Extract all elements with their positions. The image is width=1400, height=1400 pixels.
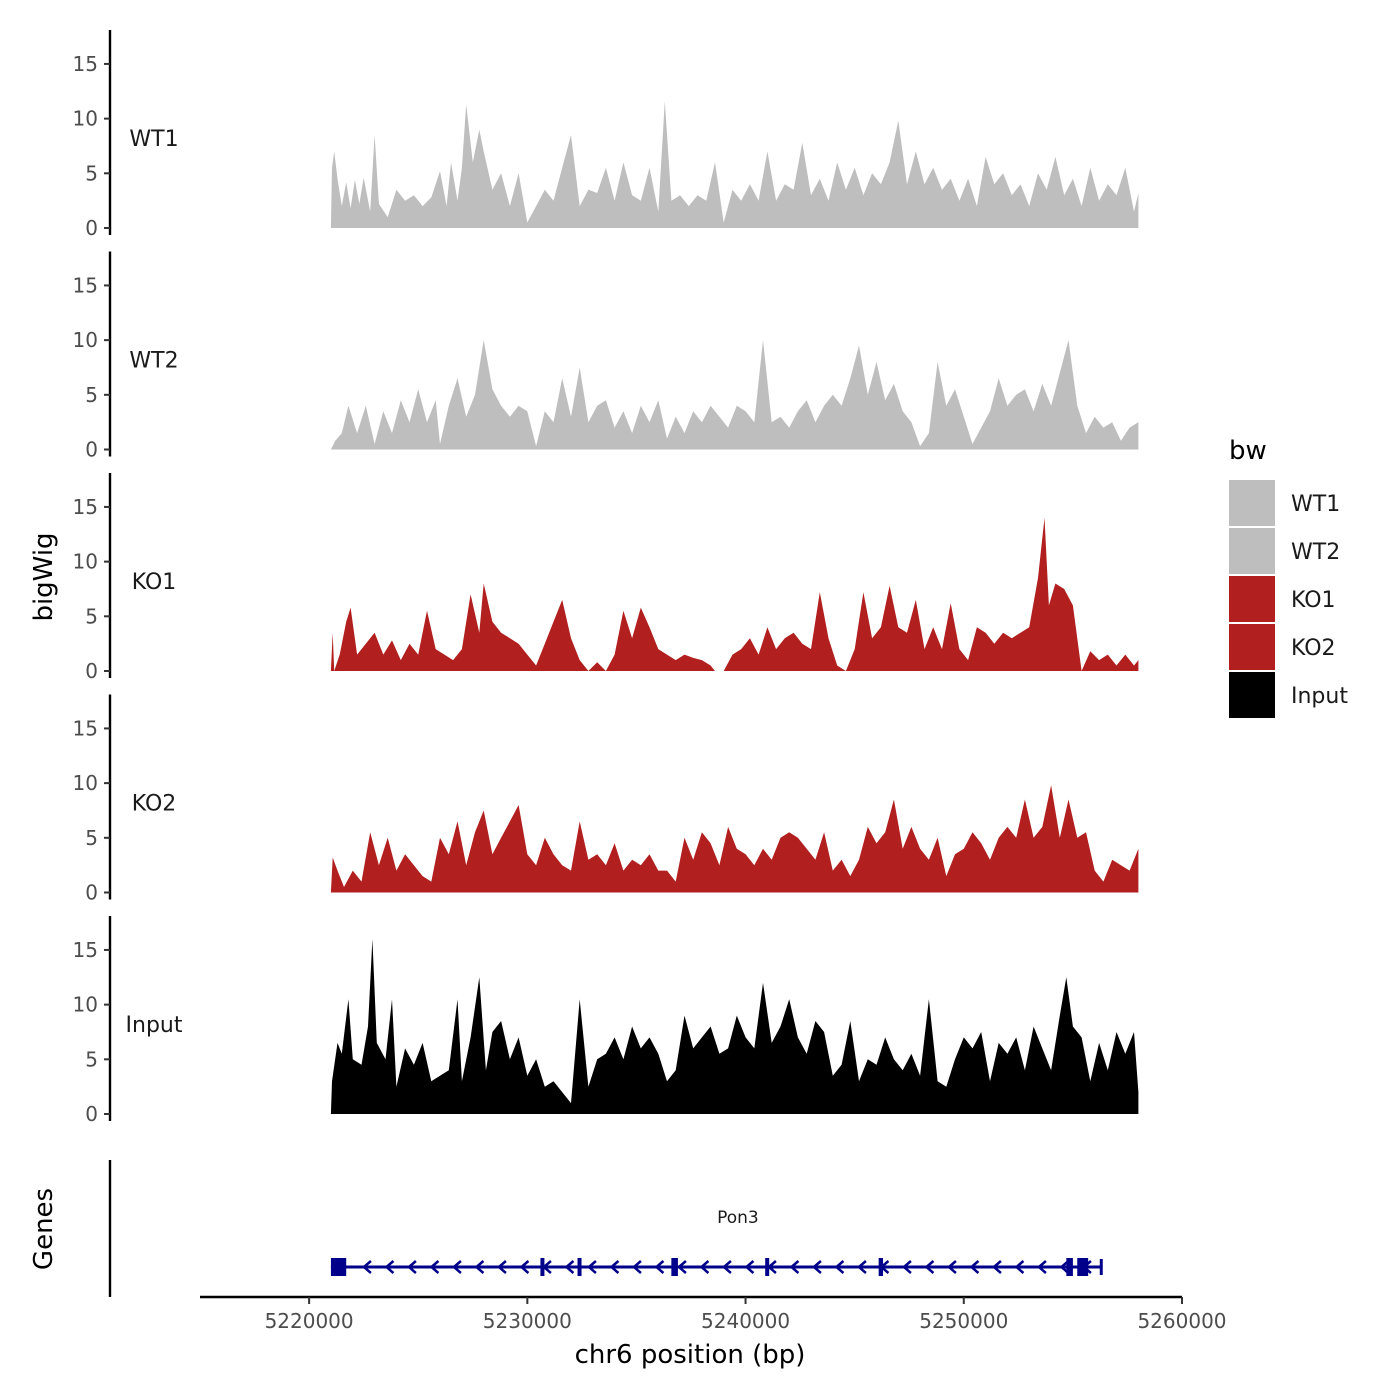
gene-exon <box>577 1258 582 1276</box>
strand-arrow <box>924 1260 935 1274</box>
strand-arrow <box>902 1260 912 1274</box>
gene-exon <box>330 1258 347 1276</box>
strand-arrow <box>654 1260 665 1274</box>
genes-axis-title: Genes <box>29 1188 59 1270</box>
track-input: 0 5 10 15 Input <box>73 916 1139 1126</box>
strand-arrow <box>1014 1260 1025 1274</box>
strand-arrow <box>947 1260 957 1274</box>
y-tick-label: 10 <box>73 993 98 1017</box>
x-tick-label: 5220000 <box>265 1309 354 1333</box>
y-tick-label: 10 <box>73 550 98 574</box>
track-label-input: Input <box>126 1013 183 1038</box>
y-tick-label: 5 <box>85 1047 98 1071</box>
legend: bw WT1 WT2 KO1 KO2 Input <box>1229 436 1348 718</box>
coverage-area-ko2 <box>330 785 1139 893</box>
track-label-ko2: KO2 <box>132 791 177 816</box>
x-tick-label: 5240000 <box>701 1309 790 1333</box>
strand-arrow <box>789 1260 800 1274</box>
x-axis: 5220000 5230000 5240000 5250000 5260000 <box>200 1295 1227 1333</box>
y-tick-label: 15 <box>73 495 98 519</box>
strand-arrow <box>519 1260 530 1274</box>
legend-label-wt1: WT1 <box>1291 492 1340 517</box>
strand-arrow <box>857 1260 867 1274</box>
track-ko1: 0 5 10 15 KO1 <box>73 473 1139 683</box>
x-tick-label: 5260000 <box>1137 1309 1226 1333</box>
strand-arrow <box>632 1260 642 1274</box>
y-tick-label: 15 <box>73 716 98 740</box>
strand-arrow <box>474 1260 485 1274</box>
y-tick-label: 5 <box>85 604 98 628</box>
strand-arrow <box>722 1260 732 1274</box>
y-tick-label: 10 <box>73 771 98 795</box>
legend-label-ko1: KO1 <box>1291 588 1336 613</box>
strand-arrow <box>834 1260 845 1274</box>
strand-arrow <box>497 1260 507 1274</box>
legend-title: bw <box>1229 436 1267 466</box>
strand-arrow <box>429 1260 440 1274</box>
legend-key-wt1 <box>1229 480 1275 526</box>
x-axis-title: chr6 position (bp) <box>575 1340 806 1370</box>
strand-arrow <box>677 1260 687 1274</box>
gene-exon <box>540 1258 545 1276</box>
strand-arrow <box>452 1260 462 1274</box>
track-ko2: 0 5 10 15 KO2 <box>73 694 1139 905</box>
y-tick-label: 0 <box>85 438 98 462</box>
y-tick-label: 15 <box>73 938 98 962</box>
strand-arrow <box>407 1260 417 1274</box>
strand-arrow <box>992 1260 1002 1274</box>
y-tick-label: 10 <box>73 328 98 352</box>
legend-key-input <box>1229 672 1275 718</box>
strand-arrow <box>969 1260 980 1274</box>
track-wt1: 0 5 10 15 WT1 <box>73 30 1139 240</box>
x-tick-label: 5250000 <box>919 1309 1008 1333</box>
y-tick-label: 15 <box>73 273 98 297</box>
track-wt2: 0 5 10 15 WT2 <box>73 251 1139 462</box>
strand-arrow <box>1037 1260 1047 1274</box>
strand-arrow <box>812 1260 822 1274</box>
strand-arrow <box>384 1260 395 1274</box>
y-tick-label: 10 <box>73 107 98 131</box>
y-tick-label: 0 <box>85 216 98 240</box>
gene-exon <box>1066 1258 1073 1276</box>
gene-exon <box>671 1258 678 1276</box>
legend-label-wt2: WT2 <box>1291 540 1340 565</box>
y-tick-label: 0 <box>85 881 98 905</box>
strand-arrow <box>744 1260 755 1274</box>
strand-arrow <box>362 1260 372 1274</box>
bigwig-tracks: 0 5 10 15 WT1 0 5 10 15 WT2 0 5 10 15 KO1 0 5 10 15 KO2 0 5 10… <box>73 30 1139 1126</box>
track-label-wt1: WT1 <box>129 127 178 152</box>
y-tick-label: 5 <box>85 161 98 185</box>
legend-label-input: Input <box>1291 684 1348 709</box>
strand-arrow <box>587 1260 597 1274</box>
coverage-area-wt2 <box>330 340 1139 450</box>
gene-exon <box>1077 1258 1089 1276</box>
y-tick-label: 5 <box>85 383 98 407</box>
x-tick-label: 5230000 <box>483 1309 572 1333</box>
y-tick-label: 5 <box>85 826 98 850</box>
y-axis-title: bigWig <box>29 532 59 621</box>
y-tick-label: 0 <box>85 659 98 683</box>
y-tick-label: 15 <box>73 52 98 76</box>
track-label-ko1: KO1 <box>132 570 177 595</box>
coverage-area-input <box>330 939 1139 1114</box>
legend-key-ko1 <box>1229 576 1275 622</box>
legend-label-ko2: KO2 <box>1291 636 1336 661</box>
gene-name-label: Pon3 <box>717 1208 759 1228</box>
y-tick-label: 0 <box>85 1102 98 1126</box>
strand-arrow <box>564 1260 575 1274</box>
gene-exon <box>765 1258 770 1276</box>
gene-model <box>330 1258 1103 1276</box>
legend-key-wt2 <box>1229 528 1275 574</box>
gene-panel: Pon3 <box>108 1160 1103 1297</box>
gene-exon <box>878 1258 884 1276</box>
legend-key-ko2 <box>1229 624 1275 670</box>
strand-arrow <box>699 1260 710 1274</box>
strand-arrow <box>1059 1260 1070 1274</box>
coverage-area-ko1 <box>330 517 1139 671</box>
strand-arrow <box>609 1260 620 1274</box>
coverage-area-wt1 <box>330 101 1139 228</box>
track-label-wt2: WT2 <box>129 348 178 373</box>
